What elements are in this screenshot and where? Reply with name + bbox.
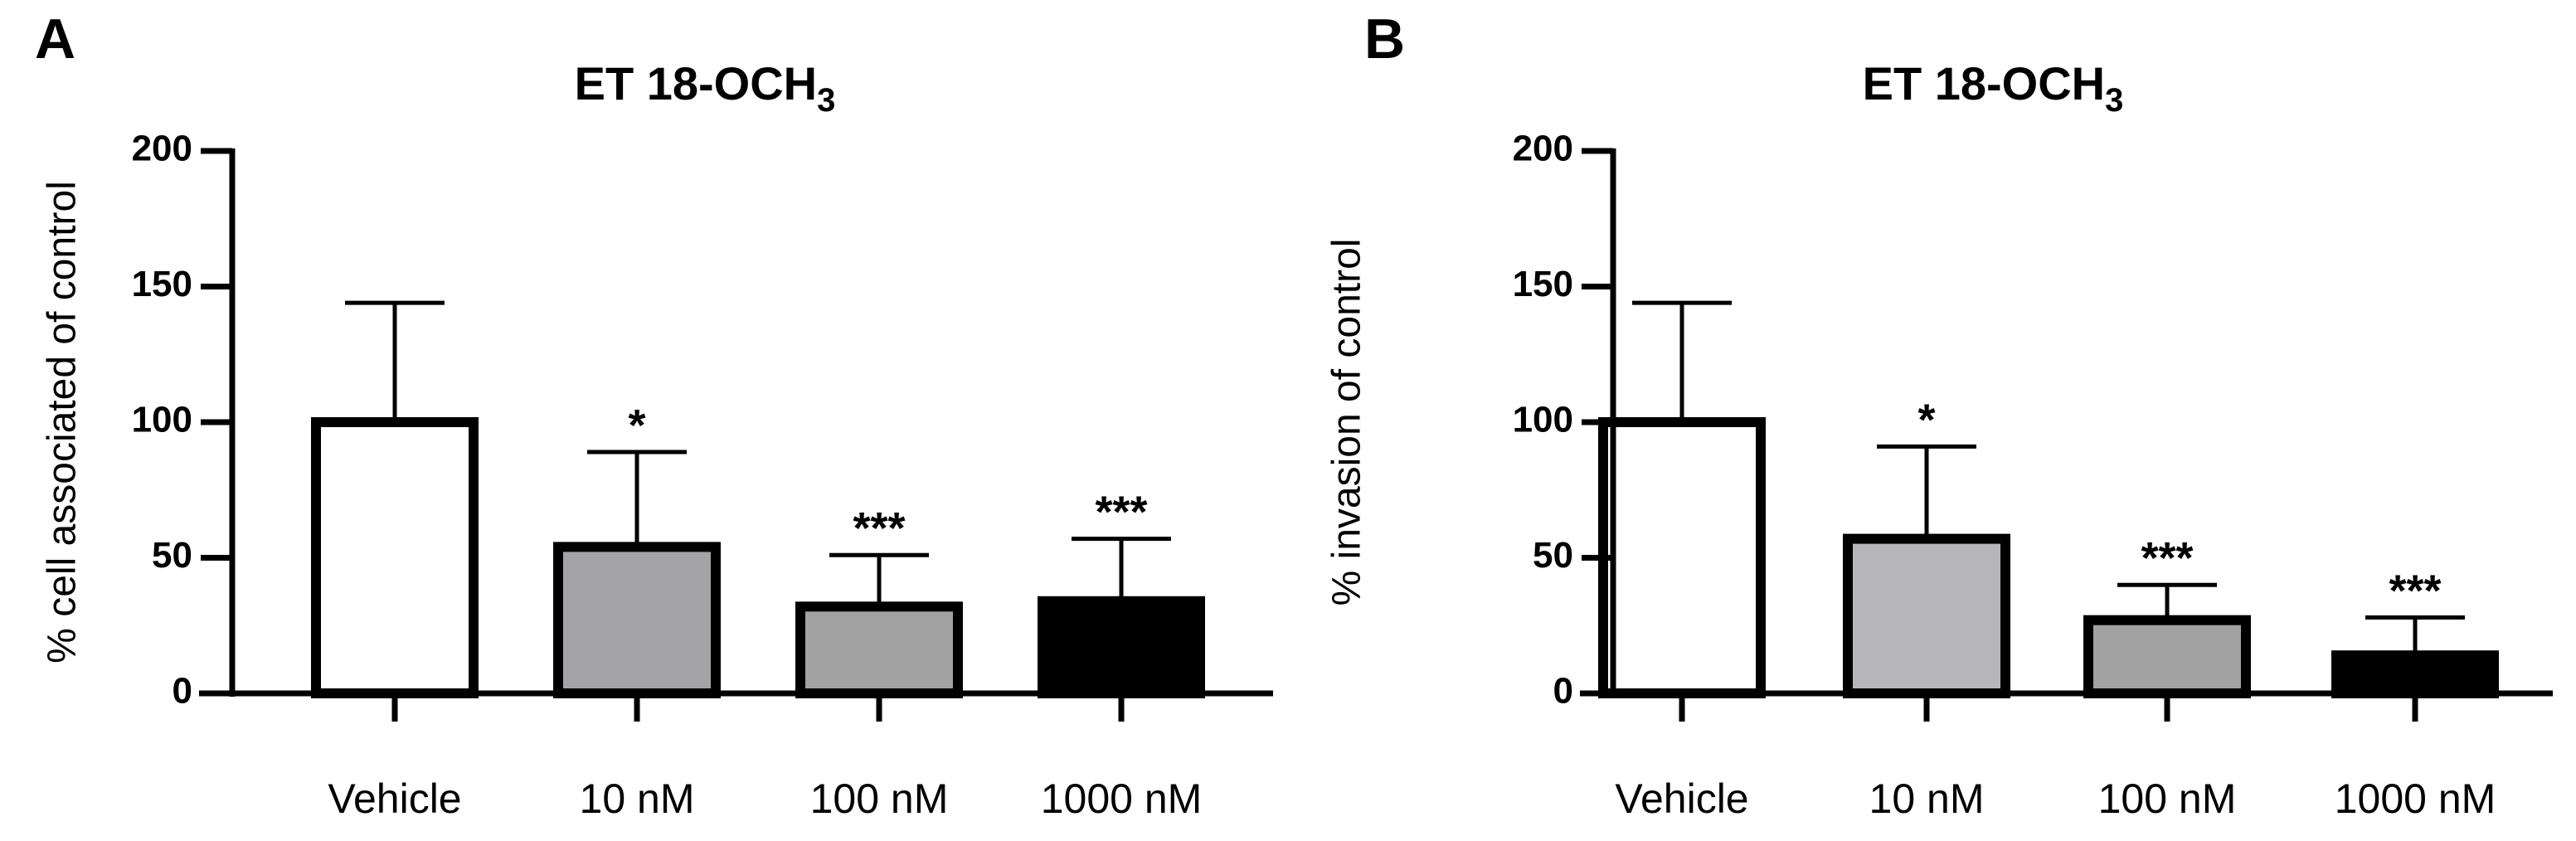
x-tick-label: 1000 nM <box>2335 775 2496 822</box>
chart-title-subscript: 3 <box>2105 82 2123 119</box>
panel-label: A <box>35 7 76 70</box>
y-axis-label: % cell associated of control <box>41 181 85 664</box>
significance-label: * <box>628 401 645 450</box>
y-tick-label: 150 <box>132 264 192 304</box>
significance-label: *** <box>2389 566 2441 615</box>
bar-chart-a: ET 18-OCH3 % cell associated of control Ve… <box>41 57 1273 822</box>
significance-label: *** <box>1095 488 1147 537</box>
y-tick-label: 0 <box>1553 671 1573 712</box>
y-tick-label: 100 <box>132 400 192 440</box>
bar <box>311 417 479 698</box>
chart-panel-b: B ET 18-OCH3 % invasion of control Vehicle… <box>1288 0 2576 841</box>
y-tick-label: 0 <box>173 671 192 712</box>
significance-label: *** <box>853 503 905 553</box>
chart-title: ET 18-OCH3 <box>1863 57 2124 119</box>
bar <box>2331 650 2499 698</box>
panel-label: B <box>1364 7 1406 70</box>
bar <box>2083 615 2251 699</box>
significance-label: *** <box>2141 533 2193 583</box>
y-tick-label: 50 <box>152 535 192 576</box>
x-tick-label: 1000 nM <box>1041 775 1203 822</box>
bar <box>1038 596 1205 699</box>
bar-chart-b: ET 18-OCH3 % invasion of control Vehicle * 1… <box>1325 57 2553 822</box>
bar <box>795 601 963 698</box>
bar <box>1598 417 1766 698</box>
x-tick-label: Vehicle <box>1615 775 1748 822</box>
chart-title-text: ET 18-OCH <box>575 57 818 109</box>
x-tick-label: Vehicle <box>328 775 461 822</box>
chart-title-subscript: 3 <box>817 82 835 119</box>
y-tick-label: 200 <box>1513 129 1573 169</box>
chart-title-text: ET 18-OCH <box>1863 57 2106 109</box>
significance-label: * <box>1917 395 1935 445</box>
x-tick-label: 100 nM <box>810 775 949 822</box>
x-tick-label: 10 nM <box>580 775 695 822</box>
bar <box>553 542 721 698</box>
chart-title: ET 18-OCH3 <box>575 57 836 119</box>
y-tick-label: 200 <box>132 129 192 169</box>
y-tick-label: 150 <box>1513 264 1573 304</box>
bar <box>1843 533 2010 698</box>
y-tick-label: 50 <box>1533 535 1573 576</box>
chart-panel-a: A ET 18-OCH3 % cell associated of control… <box>35 7 1273 822</box>
x-tick-label: 10 nM <box>1869 775 1985 822</box>
y-tick-label: 100 <box>1513 400 1573 440</box>
x-tick-label: 100 nM <box>2098 775 2237 822</box>
y-axis-label: % invasion of control <box>1325 239 1369 606</box>
